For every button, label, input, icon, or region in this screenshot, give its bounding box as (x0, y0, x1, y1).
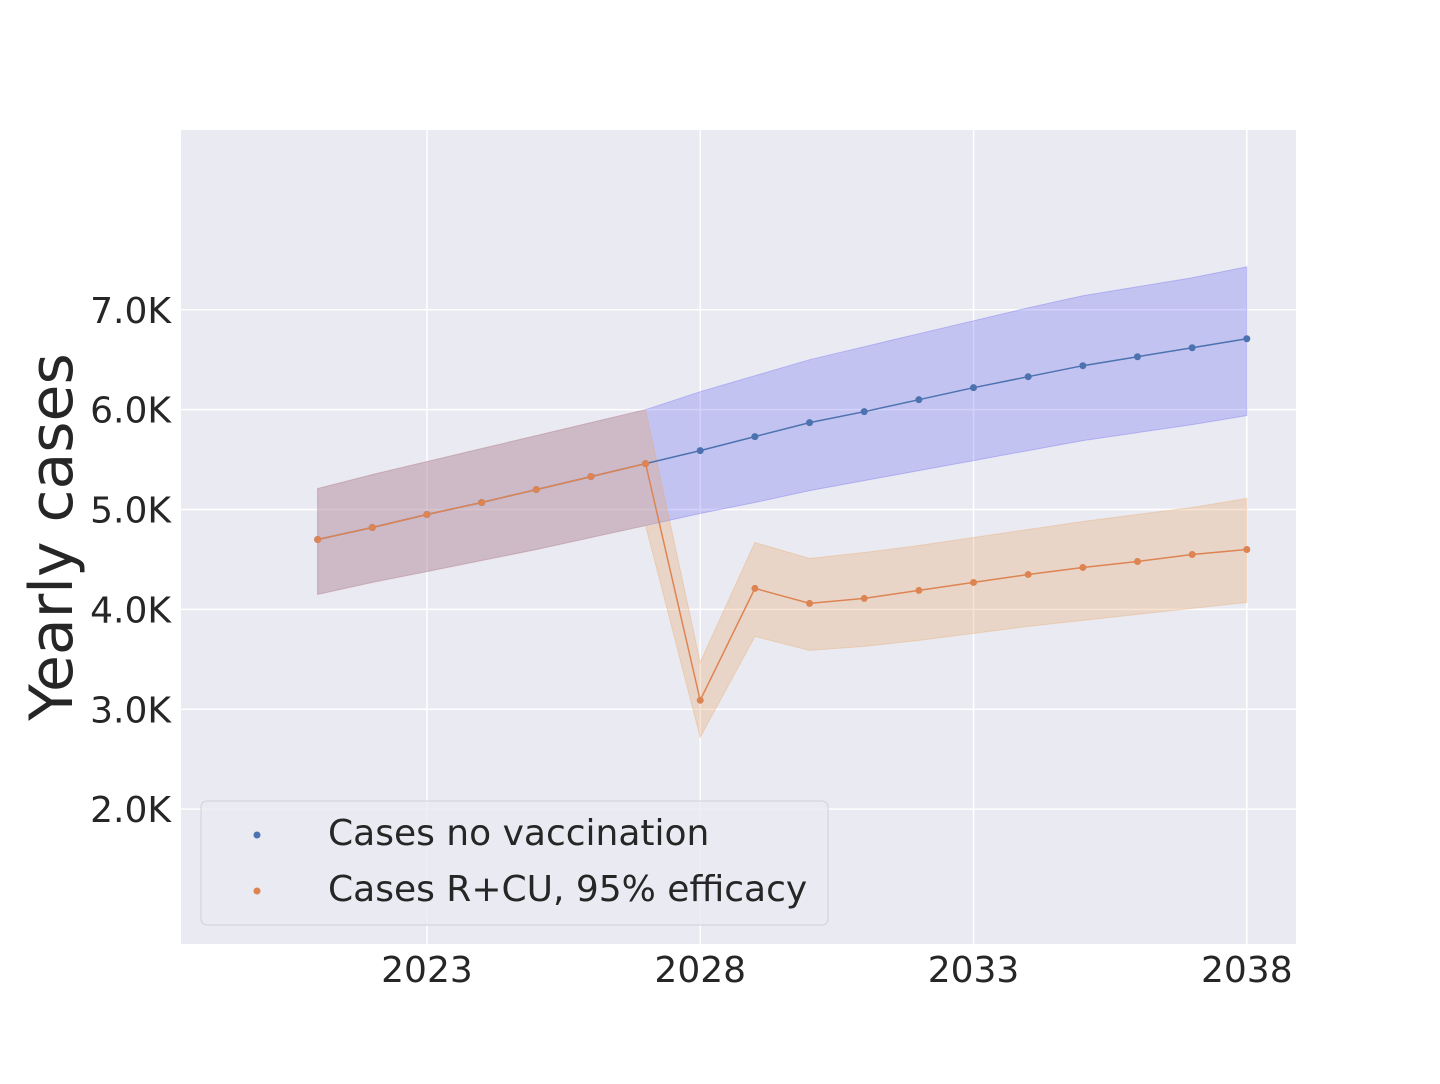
data-point-rcu-2022 (368, 524, 376, 532)
legend-box (200, 800, 829, 926)
y-tick-label-5.0K: 5.0K (90, 491, 172, 532)
data-point-rcu-2028 (696, 696, 704, 704)
data-point-rcu-2033 (970, 578, 978, 586)
x-tick-label-2038: 2038 (1201, 950, 1293, 991)
series-lines (317, 337, 1247, 703)
data-point-rcu-2023 (423, 511, 431, 519)
y-tick-label-6.0K: 6.0K (90, 391, 172, 432)
data-point-rcu-2025 (532, 486, 540, 494)
data-point-no-vaccination-2038 (1243, 335, 1251, 343)
y-tick-label-3.0K: 3.0K (90, 690, 172, 731)
legend-label-rcu: Cases R+CU, 95% efficacy (328, 869, 807, 910)
data-point-no-vaccination-2029 (751, 433, 759, 441)
legend-marker-no-vaccination (253, 831, 261, 839)
legend-label-no-vaccination: Cases no vaccination (328, 813, 709, 854)
confidence-band-no-vaccination (317, 266, 1248, 596)
confidence-band-rcu (317, 409, 1248, 739)
series-points (314, 335, 1251, 704)
x-tick-label-2028: 2028 (654, 950, 746, 991)
data-point-rcu-2036 (1133, 557, 1141, 565)
data-point-no-vaccination-2035 (1079, 362, 1087, 370)
data-point-rcu-2029 (751, 584, 759, 592)
x-tick-label-2033: 2033 (928, 950, 1020, 991)
data-point-no-vaccination-2032 (915, 396, 923, 404)
x-tick-label-2023: 2023 (381, 950, 473, 991)
data-point-rcu-2035 (1079, 563, 1087, 571)
data-point-rcu-2032 (915, 586, 923, 594)
data-point-no-vaccination-2033 (970, 384, 978, 392)
x-tick-labels: 2023 2028 2033 2038 (381, 950, 1292, 991)
y-axis-label: Yearly cases (17, 353, 87, 721)
data-point-rcu-2031 (860, 594, 868, 602)
y-tick-label-7.0K: 7.0K (90, 291, 172, 332)
legend-marker-rcu (253, 887, 261, 895)
data-point-no-vaccination-2030 (806, 419, 814, 427)
y-tick-label-2.0K: 2.0K (90, 790, 172, 831)
data-point-no-vaccination-2028 (696, 447, 704, 455)
data-point-no-vaccination-2034 (1024, 373, 1032, 381)
confidence-bands (317, 266, 1248, 739)
data-point-rcu-2027 (642, 460, 650, 468)
data-point-no-vaccination-2031 (860, 408, 868, 416)
data-point-rcu-2038 (1243, 545, 1251, 553)
data-point-rcu-2030 (806, 599, 814, 607)
series-line-rcu (317, 462, 1247, 703)
data-point-rcu-2034 (1024, 570, 1032, 578)
data-point-no-vaccination-2036 (1133, 353, 1141, 361)
grid-lines (181, 130, 1296, 944)
legend: Cases no vaccination Cases R+CU, 95% eff… (200, 800, 829, 926)
data-point-rcu-2021 (314, 535, 322, 543)
data-point-rcu-2026 (587, 473, 595, 481)
y-tick-labels: 2.0K 3.0K 4.0K 5.0K 6.0K 7.0K (90, 291, 172, 831)
data-point-no-vaccination-2037 (1188, 344, 1196, 352)
data-point-rcu-2037 (1188, 550, 1196, 558)
y-tick-label-4.0K: 4.0K (90, 590, 172, 631)
data-point-rcu-2024 (478, 499, 486, 507)
